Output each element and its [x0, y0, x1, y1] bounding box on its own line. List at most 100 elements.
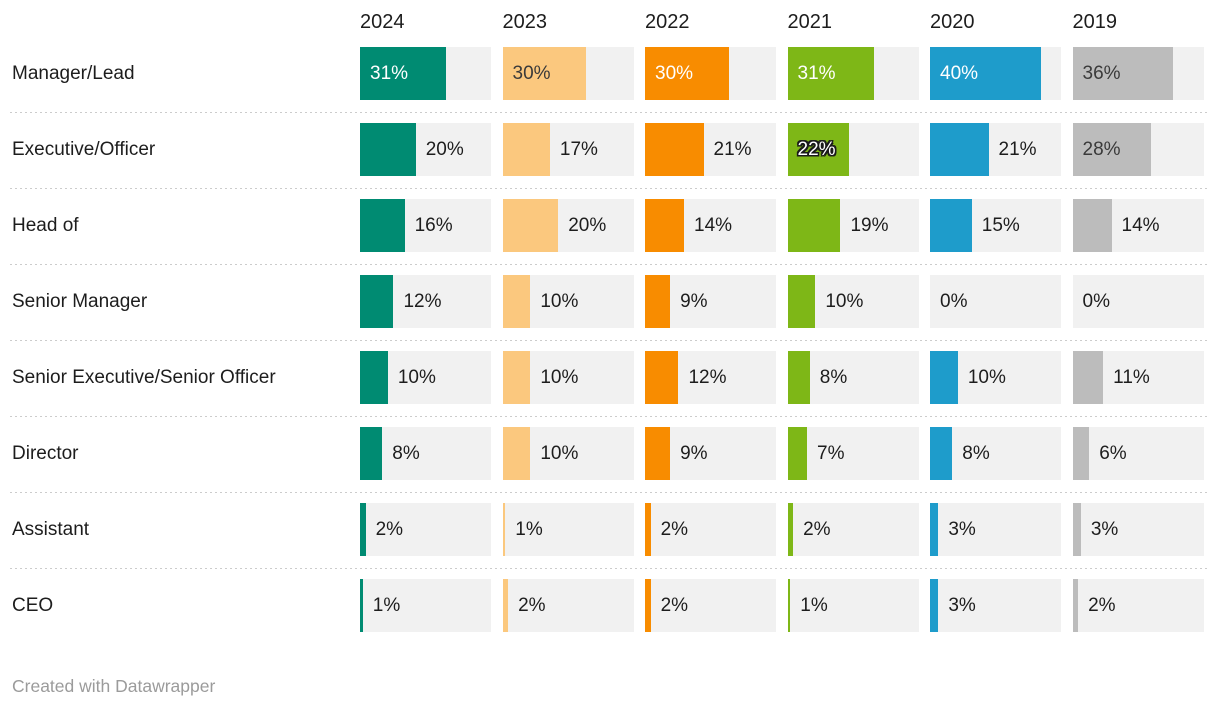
bar — [645, 275, 671, 328]
bar-track: 30% — [502, 47, 634, 100]
bar-value-label: 2% — [1088, 595, 1116, 616]
row-separator — [10, 416, 1210, 418]
bar-track: 3% — [1072, 503, 1204, 556]
bar-value-label: 36% — [1082, 63, 1121, 84]
bar — [360, 427, 383, 480]
bar-track: 30% — [645, 47, 776, 100]
bar-value-label: 10% — [540, 443, 579, 464]
row-label: CEO — [12, 595, 54, 616]
bar-track: 16% — [360, 199, 491, 252]
bar — [787, 579, 791, 632]
bar-value-label: 2% — [375, 519, 404, 540]
bar-track: 31% — [360, 47, 491, 100]
bar-value-label: 31% — [370, 63, 409, 84]
bar-track: 10% — [930, 351, 1061, 404]
bar-track: 31% — [787, 47, 919, 100]
bar-value-label: 12% — [688, 367, 727, 388]
bar-value-label: 8% — [819, 367, 848, 388]
bar-track: 17% — [502, 123, 634, 176]
bar — [787, 351, 810, 404]
bar-value-label: 22% — [797, 139, 836, 160]
bar-track: 10% — [502, 427, 634, 480]
bar-track: 10% — [502, 351, 634, 404]
bar — [502, 427, 531, 480]
bar-value-label: 14% — [1121, 215, 1160, 236]
bar-value-label: 14% — [694, 215, 733, 236]
bar — [360, 579, 363, 632]
row-label: Manager/Lead — [12, 63, 135, 84]
bar-track: 1% — [360, 579, 491, 632]
bar — [645, 427, 671, 480]
bar — [360, 351, 388, 404]
bar-value-label: 7% — [817, 443, 845, 464]
bar — [645, 123, 704, 176]
row-label: Senior Executive/Senior Officer — [12, 367, 276, 388]
bar-track: 2% — [645, 579, 776, 632]
bar-track: 8% — [787, 351, 919, 404]
bar — [787, 503, 794, 556]
bar-value-label: 0% — [1082, 291, 1110, 312]
bar-value-label: 10% — [825, 291, 864, 312]
bar — [1072, 199, 1112, 252]
bar-value-label: 10% — [540, 291, 579, 312]
year-header: 2024 — [360, 11, 405, 33]
bar-track: 9% — [645, 275, 776, 328]
row-separator — [10, 340, 1210, 342]
bar-track: 0% — [1072, 275, 1204, 328]
bar — [1072, 47, 1173, 100]
bar-value-label: 19% — [850, 215, 889, 236]
bar-track: 2% — [360, 503, 491, 556]
bar-track: 21% — [645, 123, 776, 176]
bar-track: 20% — [502, 199, 634, 252]
year-header: 2023 — [502, 11, 548, 33]
bar — [1072, 579, 1079, 632]
bar-value-label: 0% — [940, 291, 968, 312]
bar-value-label: 3% — [948, 595, 976, 616]
year-header: 2019 — [1072, 11, 1118, 33]
bar — [930, 503, 939, 556]
bar — [787, 427, 807, 480]
bar-value-label: 2% — [518, 595, 546, 616]
bar — [360, 123, 416, 176]
bar-track: 28% — [1072, 123, 1204, 176]
bar-value-label: 28% — [1082, 139, 1121, 160]
bar-track: 19% — [787, 199, 919, 252]
bar-value-label: 10% — [540, 367, 579, 388]
bar-value-label: 15% — [981, 215, 1020, 236]
bar-value-label: 30% — [512, 63, 551, 84]
bar-track: 12% — [360, 275, 491, 328]
bar — [645, 579, 651, 632]
bar-track: 10% — [502, 275, 634, 328]
bar-value-label: 21% — [998, 139, 1037, 160]
bar-track: 8% — [930, 427, 1061, 480]
bar-value-label: 6% — [1099, 443, 1127, 464]
bar-value-label: 20% — [425, 139, 464, 160]
bar-value-label: 9% — [680, 291, 708, 312]
bar — [360, 199, 405, 252]
bar-track: 1% — [787, 579, 919, 632]
bar-track: 1% — [502, 503, 634, 556]
bar-track: 9% — [645, 427, 776, 480]
bar — [645, 199, 685, 252]
bar — [502, 351, 531, 404]
row-label: Assistant — [12, 519, 90, 540]
bar — [502, 579, 509, 632]
bar — [360, 503, 366, 556]
bar-value-label: 3% — [1090, 519, 1119, 540]
bar-value-label: 1% — [372, 595, 401, 616]
bar-value-label: 1% — [515, 519, 543, 540]
row-label: Director — [12, 443, 79, 464]
year-header: 2022 — [645, 11, 690, 33]
bar-value-label: 31% — [797, 63, 836, 84]
bar-track: 14% — [1072, 199, 1204, 252]
bar-value-label: 3% — [948, 519, 976, 540]
bar-value-label: 1% — [800, 595, 828, 616]
bar-value-label: 30% — [655, 63, 694, 84]
row-label: Senior Manager — [12, 291, 148, 312]
bar-track: 11% — [1072, 351, 1204, 404]
bar-value-label: 12% — [403, 291, 442, 312]
bar-track: 3% — [930, 579, 1061, 632]
bar-value-label: 2% — [803, 519, 831, 540]
datawrapper-credit-link[interactable]: Created with Datawrapper — [12, 676, 216, 696]
year-header: 2021 — [787, 11, 833, 33]
